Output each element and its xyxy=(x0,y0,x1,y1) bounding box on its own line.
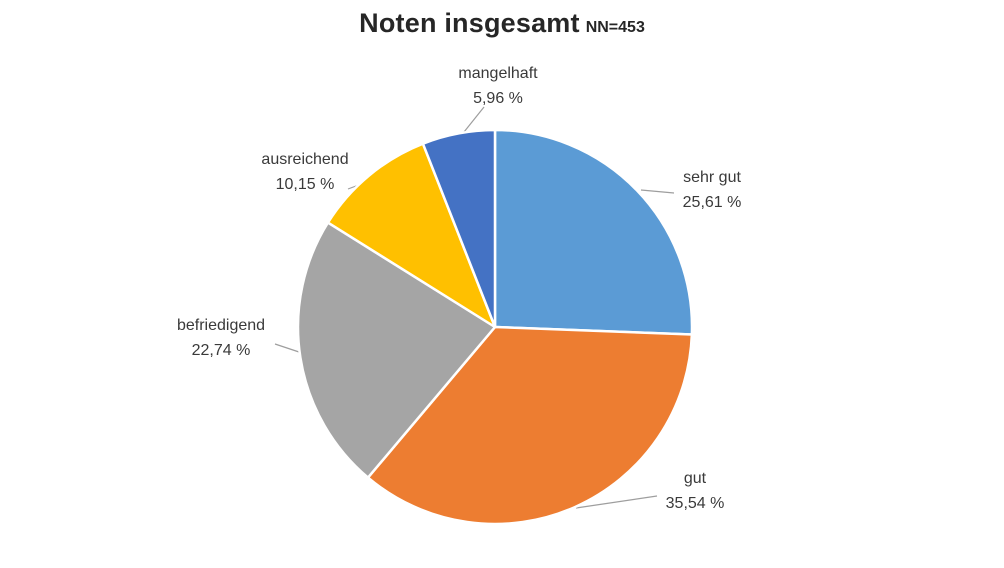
data-label-befriedigend: befriedigend 22,74 % xyxy=(177,313,265,363)
chart-title-n-count: NN=453 xyxy=(585,19,645,36)
pie-slice-befriedigend xyxy=(296,221,497,479)
data-label-value: 22,74 % xyxy=(191,342,251,359)
leader-line-befriedigend xyxy=(274,343,300,353)
data-label-ausreichend: ausreichend 10,15 % xyxy=(261,147,348,197)
data-label-mangelhaft: mangelhaft 5,96 % xyxy=(458,61,537,111)
pie-slices xyxy=(296,128,694,526)
leader-line-gut xyxy=(575,495,658,509)
data-label-category: ausreichend xyxy=(261,151,349,168)
leader-line-mangelhaft xyxy=(463,106,485,133)
pie-slice-gut xyxy=(366,325,694,526)
data-label-value: 5,96 % xyxy=(473,90,523,107)
data-label-category: gut xyxy=(683,470,707,487)
data-label-sehr-gut: sehr gut 25,61 % xyxy=(683,165,742,215)
data-label-gut: gut 35,54 % xyxy=(666,466,725,516)
data-label-value: 35,54 % xyxy=(665,495,725,512)
data-label-category: befriedigend xyxy=(176,317,266,334)
data-label-category: sehr gut xyxy=(683,169,741,186)
pie-slice-sehr-gut xyxy=(493,128,694,336)
chart-title: Noten insgesamt NN=453 xyxy=(0,8,1004,39)
pie-slice-ausreichend xyxy=(326,142,497,329)
leader-line-sehr-gut xyxy=(640,189,675,194)
data-label-value: 10,15 % xyxy=(275,176,335,193)
data-label-category: mangelhaft xyxy=(458,65,538,82)
pie-slice-mangelhaft xyxy=(421,128,497,329)
data-label-value: 25,61 % xyxy=(682,194,742,211)
chart-title-text: Noten insgesamt xyxy=(359,8,580,38)
